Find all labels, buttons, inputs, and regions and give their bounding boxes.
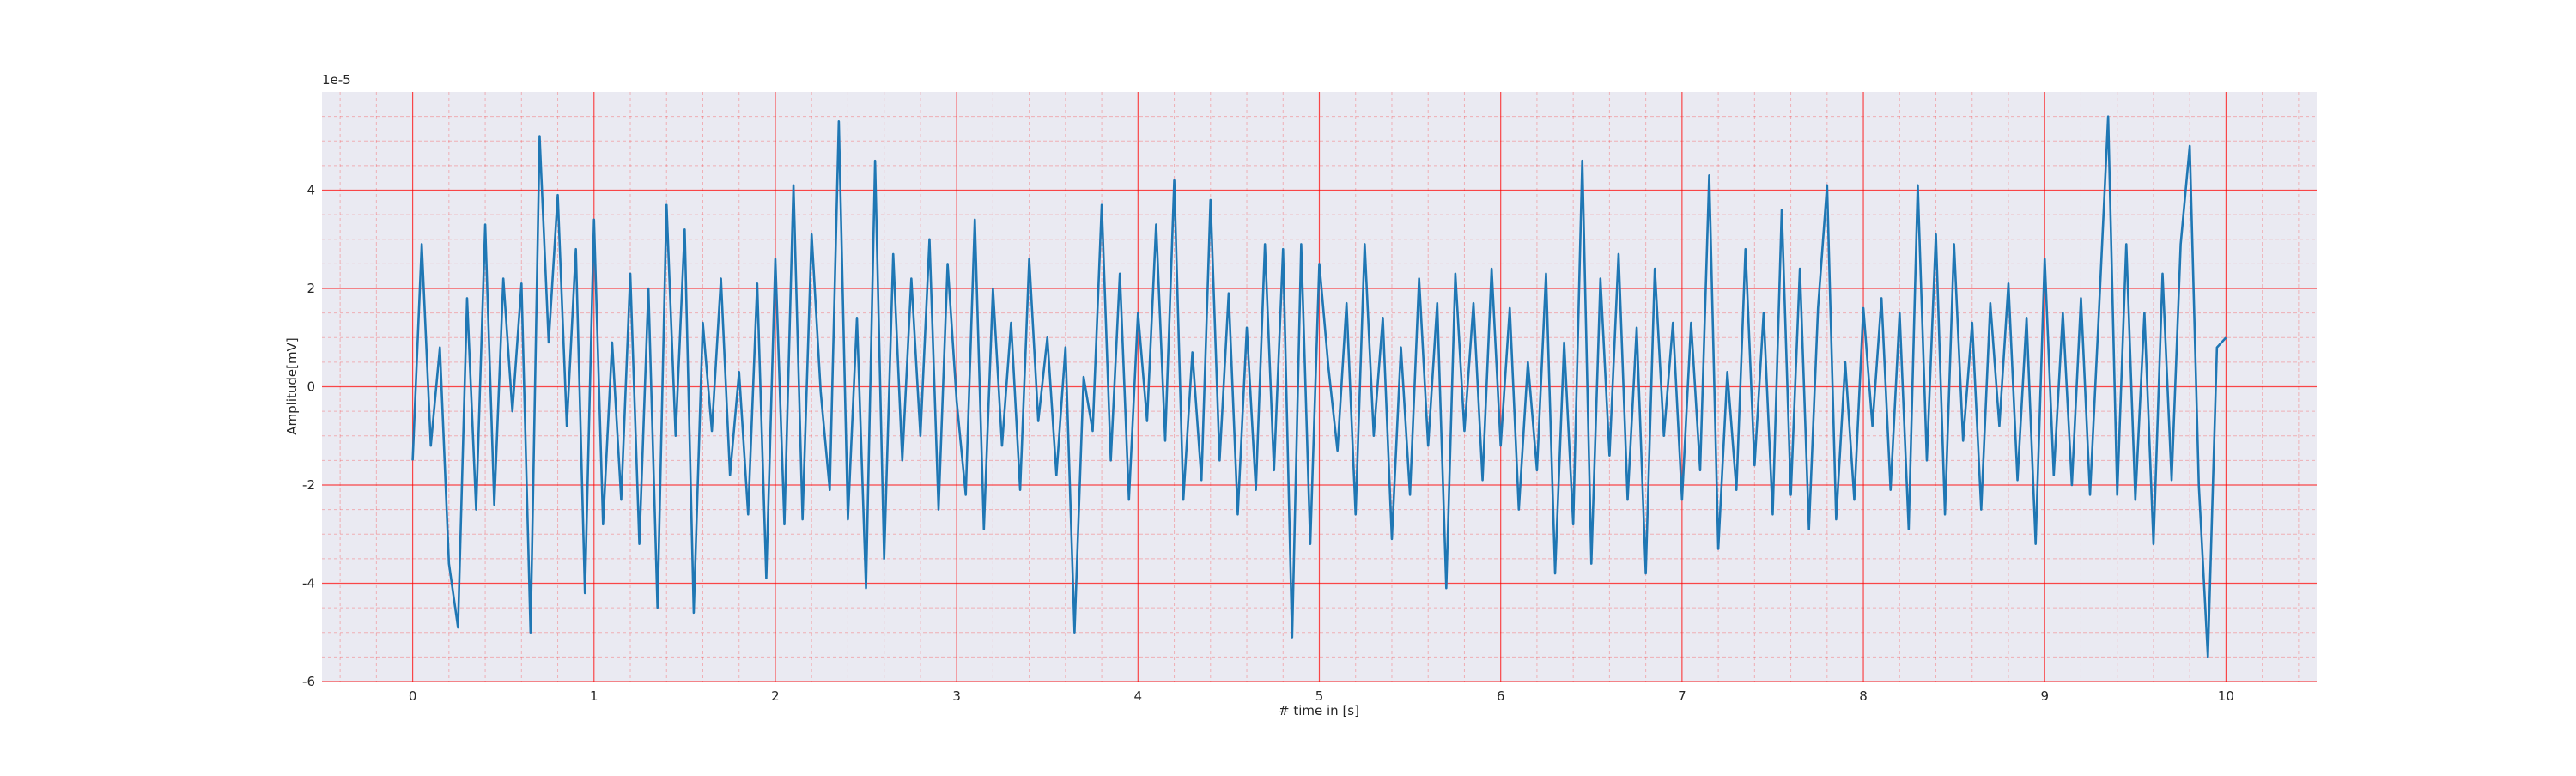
y-tick-label: -4 — [302, 576, 315, 591]
data-line — [411, 115, 2227, 658]
ticks: 0 1 2 3 4 5 6 7 8 9 10 -6 -4 -2 0 2 4 — [302, 183, 2234, 705]
x-tick-label: 10 — [2218, 688, 2234, 704]
y-tick-label: 2 — [307, 281, 315, 296]
data-marks — [411, 115, 2227, 658]
x-tick-label: 3 — [952, 688, 961, 704]
y-tick-label: -6 — [302, 674, 315, 689]
x-tick-label: 8 — [1859, 688, 1868, 704]
x-tick-label: 9 — [2040, 688, 2049, 704]
y-tick-label: 4 — [307, 183, 315, 198]
x-axis-label: # time in [s] — [1279, 703, 1359, 718]
y-offset-label: 1e-5 — [322, 72, 351, 88]
x-tick-label: 6 — [1497, 688, 1505, 704]
x-tick-label: 1 — [590, 688, 598, 704]
y-tick-label: 0 — [307, 379, 315, 395]
x-tick-label: 2 — [771, 688, 780, 704]
x-tick-label: 5 — [1315, 688, 1324, 704]
x-tick-label: 7 — [1678, 688, 1686, 704]
x-tick-label: 4 — [1134, 688, 1143, 704]
y-tick-label: -2 — [302, 477, 315, 493]
x-tick-label: 0 — [409, 688, 417, 704]
y-axis-label: Amplitude[mV] — [284, 337, 300, 434]
